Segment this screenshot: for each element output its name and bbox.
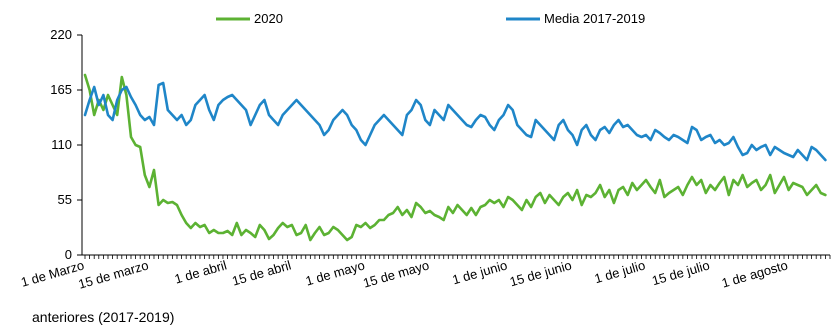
x-tick-label: 1 de junio [451, 257, 509, 287]
y-tick-label: 110 [51, 137, 72, 152]
legend-label-2020: 2020 [254, 11, 283, 26]
y-tick-label: 55 [58, 192, 72, 207]
legend-label-media: Media 2017-2019 [544, 11, 645, 26]
legend: 2020 Media 2017-2019 [216, 11, 645, 26]
plot-area [83, 73, 827, 242]
y-tick-label: 220 [50, 27, 72, 42]
x-tick-label: 1 de mayo [304, 257, 366, 288]
y-axis: 220 165 110 55 0 [50, 27, 83, 262]
x-tick-label: 1 de Marzo [19, 257, 86, 289]
x-tick-label: 15 de marzo [77, 257, 151, 291]
series-line-media-2017-2019 [83, 81, 827, 162]
y-tick-label: 0 [65, 247, 72, 262]
y-tick-label: 165 [50, 82, 72, 97]
series-line-2020 [83, 73, 827, 242]
x-tick-label: 15 de junio [508, 257, 573, 289]
x-tick-label: 15 de abril [230, 257, 293, 288]
x-tick-label: 1 de abril [173, 257, 229, 286]
x-tick-label: 1 de agosto [720, 257, 789, 290]
x-tick-label: 1 de julio [593, 257, 647, 286]
x-tick-label: 15 de mayo [361, 257, 430, 290]
footnote: anteriores (2017-2019) [32, 309, 175, 325]
x-tick-label: 15 de julio [650, 257, 711, 288]
